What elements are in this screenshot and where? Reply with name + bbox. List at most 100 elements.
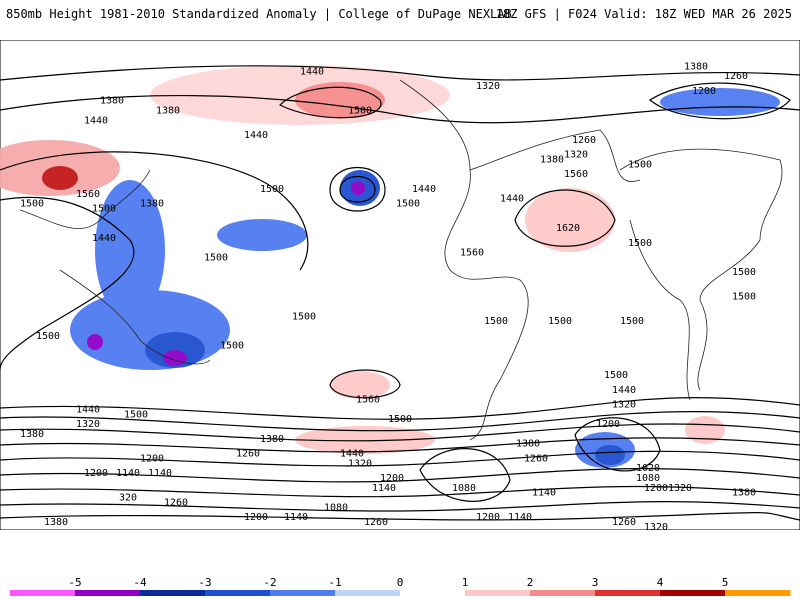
contour-label: 320	[119, 493, 137, 504]
contour-label: 1500	[604, 370, 628, 381]
contour-label: 1440	[244, 130, 268, 141]
contour-label: 1500	[388, 414, 412, 425]
contour-label: 1560	[564, 169, 588, 180]
colorbar-label: -3	[198, 576, 211, 589]
contour-label: 1380	[140, 199, 164, 210]
colorbar-swatch	[335, 590, 401, 596]
contour-label: 1500	[396, 199, 420, 210]
colorbar-label: -4	[133, 576, 147, 589]
contour-label: 1260	[164, 498, 188, 509]
colorbar-label: 1	[462, 576, 469, 589]
anomaly-colorbar: -5 -4 -3 -2 -1 0 1 2 3 4 5	[10, 576, 791, 596]
contour-label: 1380	[20, 429, 44, 440]
colorbar-label: 0	[397, 576, 404, 589]
contour-label: 1380	[684, 61, 708, 72]
map-header: 850mb Height 1981-2010 Standardized Anom…	[0, 0, 800, 28]
contour-label: 1440	[76, 404, 100, 415]
colorbar-label: -2	[263, 576, 276, 589]
colorbar-swatch	[75, 590, 141, 596]
colorbar-swatches	[10, 590, 791, 596]
contour-label: 1080	[452, 483, 476, 494]
colorbar-swatch	[725, 590, 791, 596]
colorbar-swatch	[530, 590, 596, 596]
contour-label: 1380	[156, 106, 180, 117]
contour-label: 1500	[220, 341, 244, 352]
contour-label: 1440	[500, 194, 524, 205]
contour-label: 1500	[628, 238, 652, 249]
contour-label: 1320	[644, 522, 668, 530]
height-contours	[0, 65, 800, 521]
colorbar-swatch	[140, 590, 206, 596]
valid-time-label: 18Z GFS | F024 Valid: 18Z WED MAR 26 202…	[495, 7, 792, 21]
contour-label: 1200	[476, 512, 500, 523]
contour-label: 1500	[124, 409, 148, 420]
colorbar-label: 3	[592, 576, 599, 589]
contour-label: 1500	[36, 331, 60, 342]
contour-label: 1440	[340, 449, 364, 460]
contour-label: 1500	[204, 253, 228, 264]
contour-label: 1320	[76, 419, 100, 430]
contour-label: 1320	[476, 81, 500, 92]
contour-label: 1260	[724, 71, 748, 82]
contour-label: 1140	[148, 468, 172, 479]
contour-label: 1020	[636, 463, 660, 474]
contour-label: 1380	[44, 517, 68, 528]
contour-label: 1200	[244, 512, 268, 523]
contour-label-layer: 1440 138012601200132013801380144015001440…	[20, 61, 756, 530]
contour-label: 1140	[284, 512, 308, 523]
colorbar-label: 2	[527, 576, 534, 589]
contour-label: 1200	[140, 453, 164, 464]
contour-label: 1260	[612, 517, 636, 528]
colorbar-labels: -5 -4 -3 -2 -1 0 1 2 3 4 5	[68, 576, 728, 589]
contour-label: 1500	[548, 316, 572, 327]
contour-label: 1440	[84, 115, 108, 126]
contour-label: 1260	[572, 135, 596, 146]
contour-label: 1140	[372, 483, 396, 494]
contour-label: 1500	[732, 267, 756, 278]
contour-label: 1380	[516, 439, 540, 450]
contour-label: 1500	[292, 311, 316, 322]
contour-label: 1080	[324, 502, 348, 513]
contour-label: 1200	[380, 473, 404, 484]
contour-label: 1440	[412, 184, 436, 195]
contour-label: 1620	[556, 223, 580, 234]
colorbar-label: 4	[657, 576, 664, 589]
colorbar-swatch	[465, 590, 531, 596]
contour-label: 1440	[92, 233, 116, 244]
contour-label: 1380	[260, 434, 284, 445]
contour-label: 1200	[692, 86, 716, 97]
map-title: 850mb Height 1981-2010 Standardized Anom…	[6, 7, 512, 21]
contour-label: 1260	[236, 449, 260, 460]
contour-label: 1380	[540, 155, 564, 166]
contour-label: 1320	[564, 150, 588, 161]
colorbar-swatch	[10, 590, 76, 596]
colorbar-label: -5	[68, 576, 81, 589]
contour-label: 1440	[300, 66, 324, 77]
colorbar-swatch	[660, 590, 726, 596]
contour-label: 1320	[348, 458, 372, 469]
colorbar-swatch	[270, 590, 336, 596]
contour-label: 1440	[612, 385, 636, 396]
contour-label: 1380	[732, 488, 756, 499]
colorbar-swatch	[400, 590, 466, 596]
contour-label: 1320	[612, 400, 636, 411]
contour-label: 1140	[532, 488, 556, 499]
contour-label: 1560	[356, 395, 380, 406]
contour-label: 1500	[20, 199, 44, 210]
contour-label: 1260	[524, 453, 548, 464]
contour-label: 1560	[76, 189, 100, 200]
contour-label: 1560	[460, 248, 484, 259]
colorbar-swatch	[205, 590, 271, 596]
anomaly-shading	[0, 65, 780, 468]
contour-label: 1200	[596, 419, 620, 430]
contour-label: 1200	[644, 483, 668, 494]
contour-label: 1380	[100, 96, 124, 107]
contour-label: 1500	[348, 106, 372, 117]
contour-label: 1200	[84, 468, 108, 479]
contour-label: 1320	[668, 483, 692, 494]
anomaly-map: 1440 138012601200132013801380144015001440…	[0, 40, 800, 530]
colorbar-swatch	[595, 590, 661, 596]
contour-label: 1260	[364, 517, 388, 528]
coastlines	[19, 79, 783, 441]
contour-label: 1500	[620, 316, 644, 327]
